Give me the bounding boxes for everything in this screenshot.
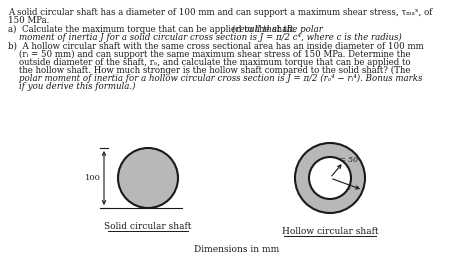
Text: b)  A hollow circular shaft with the same cross sectional area has an inside dia: b) A hollow circular shaft with the same…	[8, 42, 424, 51]
Ellipse shape	[118, 148, 178, 208]
Text: Dimensions in mm: Dimensions in mm	[194, 245, 280, 254]
Text: (rᵢ = 50 mm) and can support the same maximum shear stress of 150 MPa. Determine: (rᵢ = 50 mm) and can support the same ma…	[8, 50, 410, 59]
Text: Hollow circular shaft: Hollow circular shaft	[282, 227, 378, 236]
Circle shape	[309, 157, 351, 199]
Text: 100: 100	[85, 174, 101, 182]
Text: A solid circular shaft has a diameter of 100 mm and can support a maximum shear : A solid circular shaft has a diameter of…	[8, 8, 432, 17]
Text: moment of inertia J for a solid circular cross section is J = π/2 c⁴, where c is: moment of inertia J for a solid circular…	[8, 33, 402, 42]
Text: outside diameter of the shaft, rₒ, and calculate the maximum torque that can be : outside diameter of the shaft, rₒ, and c…	[8, 58, 410, 67]
Text: if you derive this formula.): if you derive this formula.)	[8, 82, 136, 91]
Text: rᵢ = 50: rᵢ = 50	[332, 156, 358, 164]
Text: Solid circular shaft: Solid circular shaft	[104, 222, 192, 231]
Text: polar moment of inertia for a hollow circular cross section is J = π/2 (rₒ⁴ − rᵢ: polar moment of inertia for a hollow cir…	[8, 74, 422, 83]
Circle shape	[295, 143, 365, 213]
Text: rₒ: rₒ	[345, 184, 351, 192]
Text: the hollow shaft. How much stronger is the hollow shaft compared to the solid sh: the hollow shaft. How much stronger is t…	[8, 66, 410, 75]
Text: 150 MPa.: 150 MPa.	[8, 16, 49, 25]
Text: (recall that the polar: (recall that the polar	[232, 25, 323, 34]
Text: a)  Calculate the maximum torque that can be applied to the shaft.: a) Calculate the maximum torque that can…	[8, 25, 299, 34]
